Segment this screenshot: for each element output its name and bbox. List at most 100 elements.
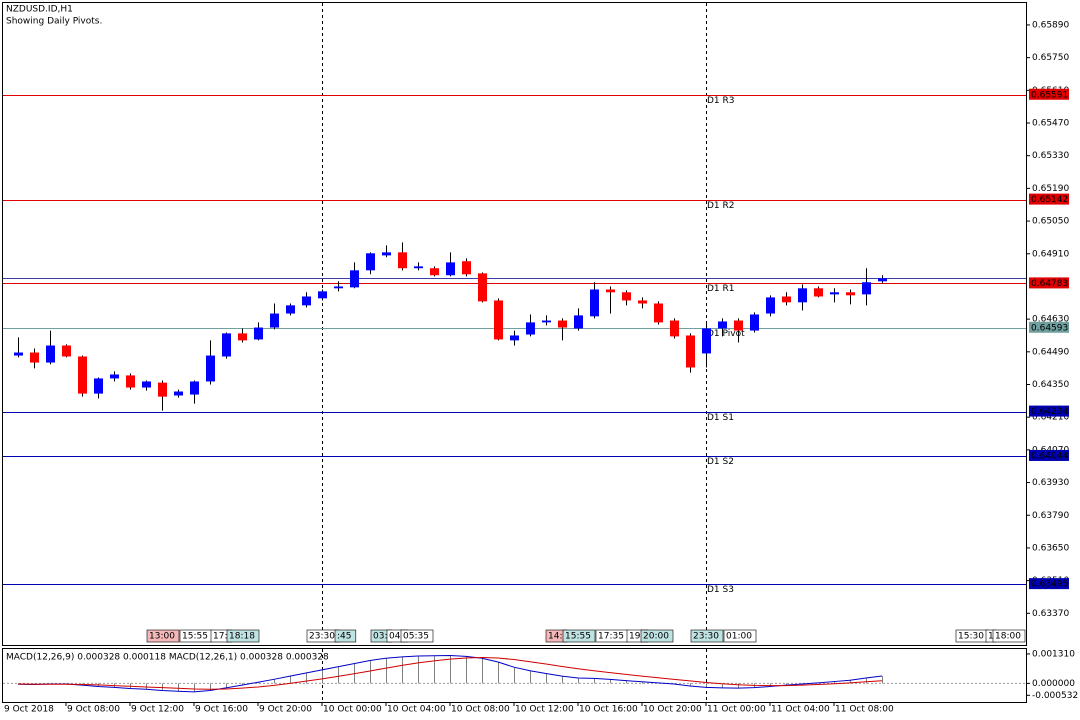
y-tick-label: 0.63930 [1032, 478, 1069, 488]
y-tick-label: 0.63650 [1032, 543, 1069, 553]
x-tick-label: 10 Oct 08:00 [451, 705, 510, 715]
pivot-price-box [1029, 193, 1069, 205]
candle-body [798, 288, 807, 303]
y-tick-label: -0.000532 [1032, 691, 1078, 701]
time-tag: 15:30 [958, 632, 984, 642]
pivot-price-box [1029, 578, 1069, 590]
time-tag: 20:00 [643, 632, 669, 642]
y-tick-label: 0.63790 [1032, 511, 1069, 521]
y-tick-label: 0.65890 [1032, 20, 1069, 30]
pivot-name: D1 R3 [707, 96, 735, 106]
candle-body [78, 356, 87, 394]
x-tick-label: 9 Oct 16:00 [195, 705, 248, 715]
time-tag-box [146, 629, 180, 643]
x-tick-label: 10 Oct 20:00 [643, 705, 702, 715]
macd-frame [2, 648, 1027, 703]
y-tick-label: 0.64350 [1032, 380, 1069, 390]
x-tick-label: 9 Oct 20:00 [259, 705, 312, 715]
x-tick-label: 9 Oct 08:00 [67, 705, 120, 715]
x-tick-label: 10 Oct 12:00 [515, 705, 574, 715]
time-tag-box [992, 629, 1026, 643]
candle-body [686, 335, 695, 368]
time-tag: 19: [629, 632, 643, 642]
time-tag-box [334, 629, 357, 643]
candle-body [718, 321, 727, 329]
pivot-price-label: 0.64593 [1031, 323, 1068, 333]
candle-body [574, 315, 583, 329]
pivot-price-label: 0.63495 [1031, 580, 1068, 590]
candle-body [286, 305, 295, 314]
candle-body [510, 335, 519, 341]
time-tag: 18:18 [229, 632, 255, 642]
candle-body [366, 253, 375, 271]
pivot-subtitle: Showing Daily Pivots. [6, 17, 102, 27]
pivot-price-box [1029, 321, 1069, 333]
x-tick-label: 11 Oct 08:00 [835, 705, 894, 715]
candle-body [846, 292, 855, 296]
candle-body [46, 345, 55, 363]
time-tag-box [562, 629, 596, 643]
y-tick-label: 0.64210 [1032, 413, 1069, 423]
candle-body [270, 313, 279, 328]
candle-body [62, 345, 71, 357]
x-start-label: 9 Oct 2018 [4, 705, 54, 715]
x-tick-label: 10 Oct 04:00 [387, 705, 446, 715]
candle-body [382, 252, 391, 256]
x-tick-label: 11 Oct 04:00 [771, 705, 830, 715]
time-tag: 18:00 [995, 632, 1021, 642]
time-tag-box [400, 629, 434, 643]
candle-body [782, 296, 791, 303]
pivot-price-box [1029, 405, 1069, 417]
candle-body [542, 320, 551, 323]
time-tag: 1 [988, 632, 994, 642]
time-tag: 05:35 [403, 632, 429, 642]
time-tag: 17:35 [598, 632, 624, 642]
candle-body [462, 261, 471, 275]
macd-title: MACD(12,26,9) 0.000328 0.000118 MACD(12,… [6, 653, 329, 663]
candle-body [30, 352, 39, 363]
y-tick-label: 0.64910 [1032, 249, 1069, 259]
pivot-price-label: 0.64783 [1031, 279, 1068, 289]
candle-body [334, 286, 343, 289]
y-tick-label: 0.65050 [1032, 217, 1069, 227]
candle-body [430, 268, 439, 276]
time-tag: 17: [213, 632, 227, 642]
pivot-price-label: 0.64044 [1031, 451, 1068, 461]
candle-body [190, 381, 199, 395]
candle-body [350, 270, 359, 288]
candle-body [670, 320, 679, 337]
candle-body [734, 320, 743, 331]
pivot-price-label: 0.65142 [1031, 195, 1068, 205]
macd-line [17, 657, 883, 690]
y-tick-label: 0.64490 [1032, 347, 1069, 357]
y-tick-label: 0.64630 [1032, 315, 1069, 325]
pivot-price-label: 0.65591 [1031, 90, 1068, 100]
pivot-price-label: 0.64234 [1031, 407, 1068, 417]
candle-body [142, 381, 151, 388]
candle-body [14, 352, 23, 356]
time-tag: 13:00 [149, 632, 175, 642]
candle-body [126, 375, 135, 388]
time-tag: 15:55 [182, 632, 208, 642]
candle-body [494, 300, 503, 340]
x-tick-label: 9 Oct 12:00 [131, 705, 184, 715]
time-tag: 01:00 [726, 632, 752, 642]
candle-body [478, 273, 487, 302]
y-tick-label: 0.65750 [1032, 53, 1069, 63]
candle-body [638, 300, 647, 304]
pivot-name: D1 R1 [707, 284, 735, 294]
pivot-name: D1 R2 [707, 201, 735, 211]
symbol-title: NZDUSD.ID,H1 [6, 5, 73, 15]
pivot-name: D1 S2 [707, 457, 734, 467]
candle-body [814, 288, 823, 297]
candle-body [158, 382, 167, 397]
time-tag-box [690, 629, 724, 643]
candle-body [702, 328, 711, 354]
pivot-price-box [1029, 449, 1069, 461]
candle-body [622, 292, 631, 301]
time-tag: 23:30 [309, 632, 335, 642]
time-tag-box [723, 629, 757, 643]
candle-body [526, 322, 535, 335]
candle-body [238, 333, 247, 341]
